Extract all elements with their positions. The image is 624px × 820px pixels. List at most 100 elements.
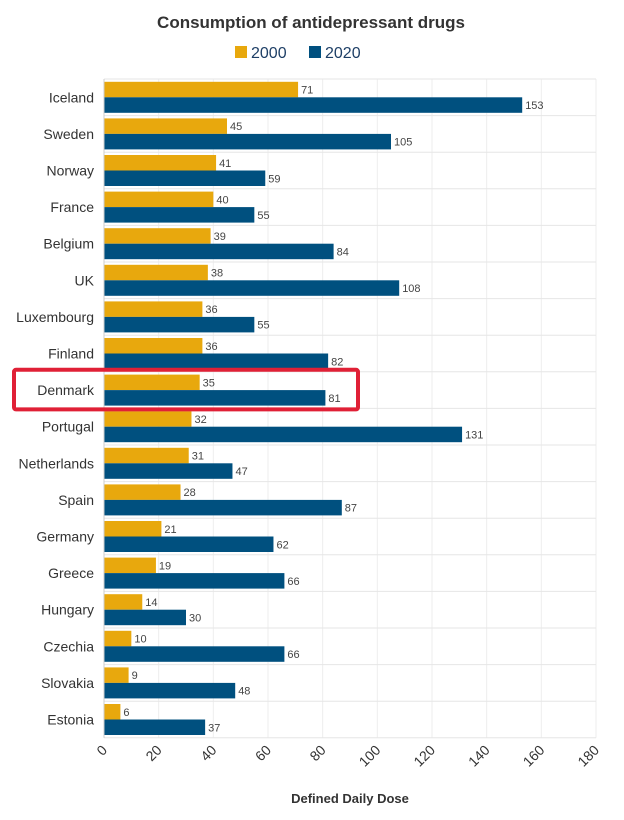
- value-label-finland-2020: 82: [331, 356, 343, 368]
- bar-germany-2000[interactable]: [104, 521, 162, 537]
- value-label-greece-2020: 66: [287, 576, 299, 588]
- value-label-hungary-2020: 30: [189, 612, 201, 624]
- value-label-france-2020: 55: [257, 210, 269, 222]
- x-tick-label-80: 80: [306, 742, 328, 764]
- category-label-portugal: Portugal: [42, 419, 94, 435]
- bar-france-2000[interactable]: [104, 191, 214, 208]
- bar-iceland-2020[interactable]: [104, 97, 523, 113]
- category-label-denmark: Denmark: [37, 382, 95, 398]
- bar-greece-2000[interactable]: [104, 557, 156, 574]
- bar-spain-2020[interactable]: [104, 499, 342, 516]
- bar-norway-2000[interactable]: [104, 155, 217, 171]
- category-label-norway: Norway: [47, 163, 94, 179]
- bar-finland-2020[interactable]: [104, 353, 329, 370]
- value-label-czechia-2000: 10: [134, 634, 146, 646]
- value-label-netherlands-2020: 47: [235, 466, 247, 478]
- x-tick-label-40: 40: [197, 742, 219, 764]
- value-label-netherlands-2000: 31: [192, 451, 204, 463]
- value-label-spain-2020: 87: [345, 503, 357, 515]
- value-labels: 71 153 45 105 41 59 40 55 39 84 38 108 36 55 36 82 35 81 3…: [123, 85, 543, 735]
- bar-denmark-2000[interactable]: [104, 374, 200, 391]
- value-label-luxembourg-2000: 36: [205, 304, 217, 316]
- x-axis-title: Defined Daily Dose: [291, 791, 409, 806]
- legend-label-2000[interactable]: 2000: [251, 45, 287, 62]
- value-label-norway-2020: 59: [268, 173, 280, 185]
- category-label-estonia: Estonia: [47, 712, 94, 728]
- bar-finland-2000[interactable]: [104, 338, 203, 354]
- bar-estonia-2020[interactable]: [104, 719, 206, 736]
- bar-slovakia-2000[interactable]: [104, 667, 129, 683]
- bar-norway-2020[interactable]: [104, 170, 266, 187]
- bar-greece-2020[interactable]: [104, 573, 285, 589]
- value-label-sweden-2000: 45: [230, 121, 242, 133]
- x-tick-label-180: 180: [574, 742, 602, 770]
- value-label-denmark-2020: 81: [328, 393, 340, 405]
- category-label-spain: Spain: [58, 492, 94, 508]
- bar-hungary-2020[interactable]: [104, 609, 186, 626]
- bar-netherlands-2020[interactable]: [104, 463, 233, 479]
- bar-belgium-2020[interactable]: [104, 243, 334, 260]
- bar-uk-2000[interactable]: [104, 264, 208, 281]
- bar-sweden-2000[interactable]: [104, 118, 227, 134]
- value-label-germany-2000: 21: [164, 524, 176, 536]
- value-label-spain-2000: 28: [184, 487, 196, 499]
- bar-denmark-2020[interactable]: [104, 390, 326, 406]
- bar-sweden-2020[interactable]: [104, 133, 391, 150]
- value-label-czechia-2020: 66: [287, 649, 299, 661]
- value-label-portugal-2000: 32: [194, 414, 206, 426]
- value-label-uk-2020: 108: [402, 283, 420, 295]
- category-label-hungary: Hungary: [41, 602, 94, 618]
- value-label-sweden-2020: 105: [394, 137, 412, 149]
- value-label-estonia-2000: 6: [123, 707, 129, 719]
- bar-czechia-2020[interactable]: [104, 646, 285, 662]
- bar-netherlands-2000[interactable]: [104, 447, 189, 464]
- value-label-iceland-2000: 71: [301, 85, 313, 97]
- value-label-belgium-2020: 84: [337, 246, 349, 258]
- highlight-box-denmark: [12, 367, 360, 412]
- category-label-uk: UK: [75, 272, 95, 288]
- x-tick-label-20: 20: [142, 742, 164, 764]
- legend-label-2020[interactable]: 2020: [325, 45, 361, 62]
- value-label-belgium-2000: 39: [214, 231, 226, 243]
- bar-luxembourg-2000[interactable]: [104, 301, 203, 317]
- x-axis-ticks: 0 20 40 60 80 100 120 140 160 180: [93, 742, 602, 770]
- category-label-finland: Finland: [48, 346, 94, 362]
- value-label-luxembourg-2020: 55: [257, 320, 269, 332]
- legend-swatch-2020[interactable]: [309, 46, 321, 58]
- bar-france-2020[interactable]: [104, 207, 255, 223]
- value-label-slovakia-2000: 9: [132, 670, 138, 682]
- bar-belgium-2000[interactable]: [104, 228, 211, 244]
- x-tick-label-120: 120: [410, 742, 438, 770]
- category-label-germany: Germany: [36, 529, 94, 545]
- category-label-sweden: Sweden: [43, 126, 94, 142]
- category-label-greece: Greece: [48, 565, 94, 581]
- bars: [104, 81, 523, 736]
- bar-hungary-2000[interactable]: [104, 594, 143, 610]
- legend-swatch-2000[interactable]: [235, 46, 247, 58]
- bar-germany-2020[interactable]: [104, 536, 274, 553]
- bar-spain-2000[interactable]: [104, 484, 181, 500]
- bar-uk-2020[interactable]: [104, 280, 400, 296]
- bar-czechia-2000[interactable]: [104, 630, 132, 647]
- value-label-germany-2020: 62: [276, 539, 288, 551]
- value-label-hungary-2000: 14: [145, 597, 157, 609]
- value-label-denmark-2000: 35: [203, 377, 215, 389]
- bar-portugal-2000[interactable]: [104, 411, 192, 427]
- bar-slovakia-2020[interactable]: [104, 682, 236, 699]
- value-label-estonia-2020: 37: [208, 722, 220, 734]
- category-labels: Iceland Sweden Norway France Belgium UK Luxemb…: [16, 89, 95, 727]
- category-label-czechia: Czechia: [43, 638, 94, 654]
- bar-iceland-2000[interactable]: [104, 81, 299, 98]
- value-label-iceland-2020: 153: [525, 100, 543, 112]
- bar-luxembourg-2020[interactable]: [104, 316, 255, 333]
- category-label-netherlands: Netherlands: [19, 455, 95, 471]
- x-tick-label-160: 160: [520, 742, 548, 770]
- value-label-slovakia-2020: 48: [238, 686, 250, 698]
- category-label-france: France: [50, 199, 94, 215]
- category-label-belgium: Belgium: [43, 236, 94, 252]
- bar-portugal-2020[interactable]: [104, 426, 463, 443]
- bar-estonia-2000[interactable]: [104, 704, 121, 720]
- value-label-portugal-2020: 131: [465, 429, 483, 441]
